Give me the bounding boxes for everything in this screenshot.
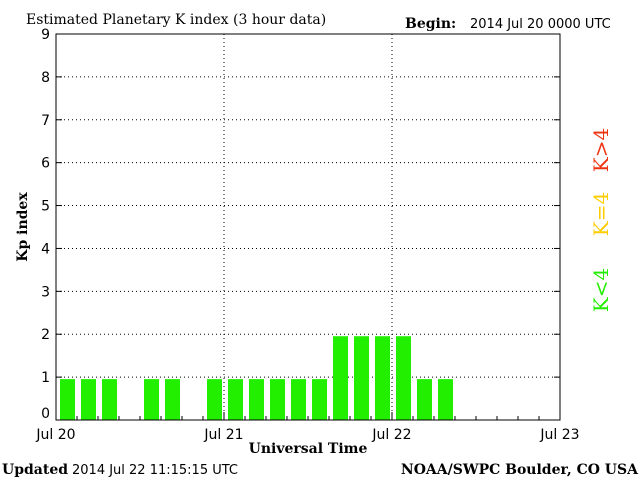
y-tick-label: 3 [41, 284, 50, 300]
x-tick-label: Jul 20 [35, 427, 75, 443]
begin-label: Begin: [405, 16, 456, 32]
updated-value: 2014 Jul 22 11:15:15 UTC [72, 463, 238, 478]
bars [60, 336, 453, 420]
y-tick-label: 4 [41, 241, 50, 257]
grid [56, 34, 560, 420]
kp-bar [165, 379, 180, 420]
kp-bar [207, 379, 222, 420]
updated-label: Updated [2, 462, 68, 478]
kp-bar [102, 379, 117, 420]
kp-bar [375, 336, 390, 420]
source-credit: NOAA/SWPC Boulder, CO USA [401, 462, 639, 478]
legend-k-less-4: K<4 [589, 268, 613, 312]
legend-k-equal-4: K=4 [589, 192, 613, 236]
y-tick-label: 0 [41, 406, 50, 422]
x-ticks: Jul 20 Jul 21 Jul 22 Jul 23 [35, 412, 580, 443]
y-tick-label: 9 [41, 27, 50, 43]
kp-bar [249, 379, 264, 420]
legend-k-greater-4: K>4 [589, 128, 613, 172]
x-tick-label: Jul 23 [539, 427, 579, 443]
begin-value: 2014 Jul 20 0000 UTC [470, 17, 611, 32]
x-tick-label: Jul 22 [371, 427, 411, 443]
chart-title: Estimated Planetary K index (3 hour data… [26, 12, 326, 28]
kp-bar [144, 379, 159, 420]
x-tick-label: Jul 21 [203, 427, 243, 443]
kp-bar [312, 379, 327, 420]
kp-bar [60, 379, 75, 420]
kp-bar [270, 379, 285, 420]
y-tick-label: 2 [41, 327, 50, 343]
y-tick-label: 5 [41, 199, 50, 215]
kp-bar [81, 379, 96, 420]
plot-frame [55, 33, 561, 421]
y-tick-label: 1 [41, 370, 50, 386]
kp-bar [417, 379, 432, 420]
y-tick-label: 7 [41, 113, 50, 129]
kp-bar [396, 336, 411, 420]
x-axis-label: Universal Time [249, 441, 368, 457]
kp-bar [354, 336, 369, 420]
y-tick-label: 8 [41, 70, 50, 86]
kp-bar [438, 379, 453, 420]
kp-bar [228, 379, 243, 420]
y-axis-label: Kp index [15, 192, 31, 262]
kp-bar [291, 379, 306, 420]
y-tick-label: 6 [41, 156, 50, 172]
y-ticks: 0 1 2 3 4 5 6 7 8 9 [41, 27, 560, 422]
kp-bar [333, 336, 348, 420]
